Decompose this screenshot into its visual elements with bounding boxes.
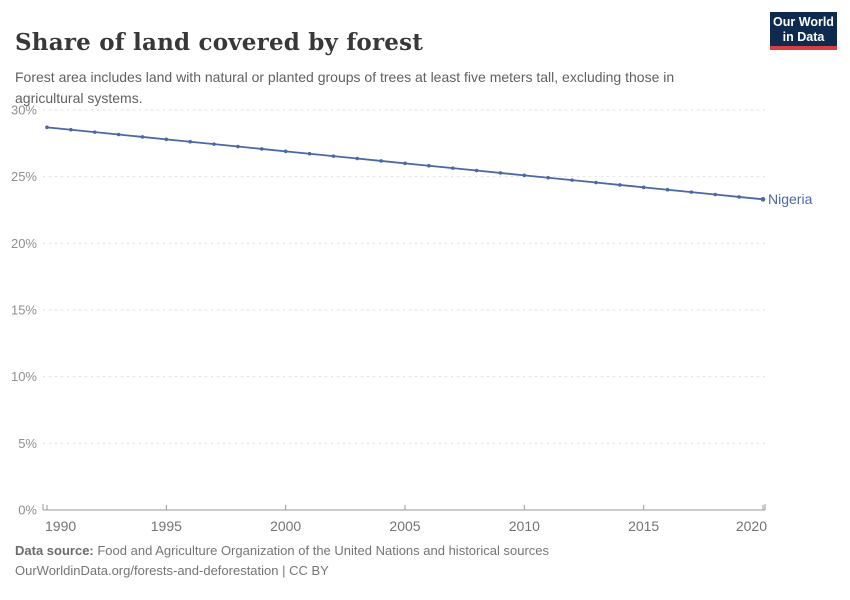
point-nigeria-2003	[355, 156, 360, 161]
data-source-label: Data source:	[15, 543, 94, 558]
point-nigeria-2020	[760, 197, 766, 202]
x-tick-label-2010: 2010	[509, 518, 540, 534]
point-nigeria-1997	[212, 142, 216, 146]
point-nigeria-2019	[737, 195, 741, 199]
point-nigeria-1991	[69, 127, 73, 132]
point-nigeria-2009	[498, 171, 503, 175]
point-nigeria-2010	[522, 173, 527, 178]
point-nigeria-2013	[594, 180, 598, 185]
x-tick-label-2000: 2000	[270, 518, 301, 534]
x-tick-label-2020: 2020	[736, 518, 767, 534]
data-source-text: Food and Agriculture Organization of the…	[93, 543, 550, 558]
y-tick-label-15: 15%	[11, 303, 37, 318]
point-nigeria-2017	[689, 190, 694, 194]
chart-footer: Data source: Food and Agriculture Organi…	[15, 541, 549, 581]
x-tick-label-2015: 2015	[628, 518, 659, 534]
point-nigeria-2007	[450, 166, 455, 170]
point-nigeria-2006	[427, 163, 431, 168]
data-source-line: Data source: Food and Agriculture Organi…	[15, 541, 549, 561]
x-tick-label-2005: 2005	[389, 518, 420, 534]
point-nigeria-1998	[236, 144, 240, 149]
point-nigeria-2005	[403, 161, 407, 166]
point-nigeria-1993	[116, 132, 121, 137]
owid-logo[interactable]: Our World in Data	[770, 12, 837, 50]
x-tick-label-1990: 1990	[45, 518, 76, 534]
page-subtitle: Forest area includes land with natural o…	[15, 69, 675, 106]
point-nigeria-2002	[331, 154, 336, 158]
y-tick-label-25: 25%	[11, 169, 37, 184]
owid-logo-line1: Our World	[773, 15, 834, 29]
point-nigeria-2008	[474, 168, 479, 173]
page-title: Share of land covered by forest	[15, 29, 424, 57]
point-nigeria-2012	[570, 178, 574, 182]
owid-logo-line2: in Data	[782, 30, 825, 44]
point-nigeria-2015	[641, 185, 646, 190]
y-tick-label-5: 5%	[18, 436, 37, 451]
footer-link[interactable]: OurWorldinData.org/forests-and-deforesta…	[15, 563, 329, 578]
point-nigeria-2011	[546, 175, 550, 180]
point-nigeria-1992	[92, 130, 97, 134]
y-tick-label-0: 0%	[18, 503, 37, 518]
point-nigeria-2000	[283, 149, 288, 154]
point-nigeria-1994	[140, 135, 145, 139]
point-nigeria-2018	[713, 192, 718, 197]
point-nigeria-1999	[260, 147, 264, 151]
point-nigeria-2004	[379, 159, 383, 163]
series-label-nigeria[interactable]: Nigeria	[768, 191, 813, 207]
y-tick-label-30: 30%	[11, 103, 37, 118]
y-tick-label-10: 10%	[11, 369, 37, 384]
point-nigeria-2014	[618, 183, 622, 187]
point-nigeria-2001	[307, 151, 312, 156]
point-nigeria-1990	[45, 125, 49, 130]
point-nigeria-1996	[188, 139, 192, 144]
point-nigeria-1995	[164, 137, 169, 142]
point-nigeria-2016	[665, 187, 670, 192]
x-tick-label-1995: 1995	[151, 518, 182, 534]
y-tick-label-20: 20%	[11, 236, 37, 251]
